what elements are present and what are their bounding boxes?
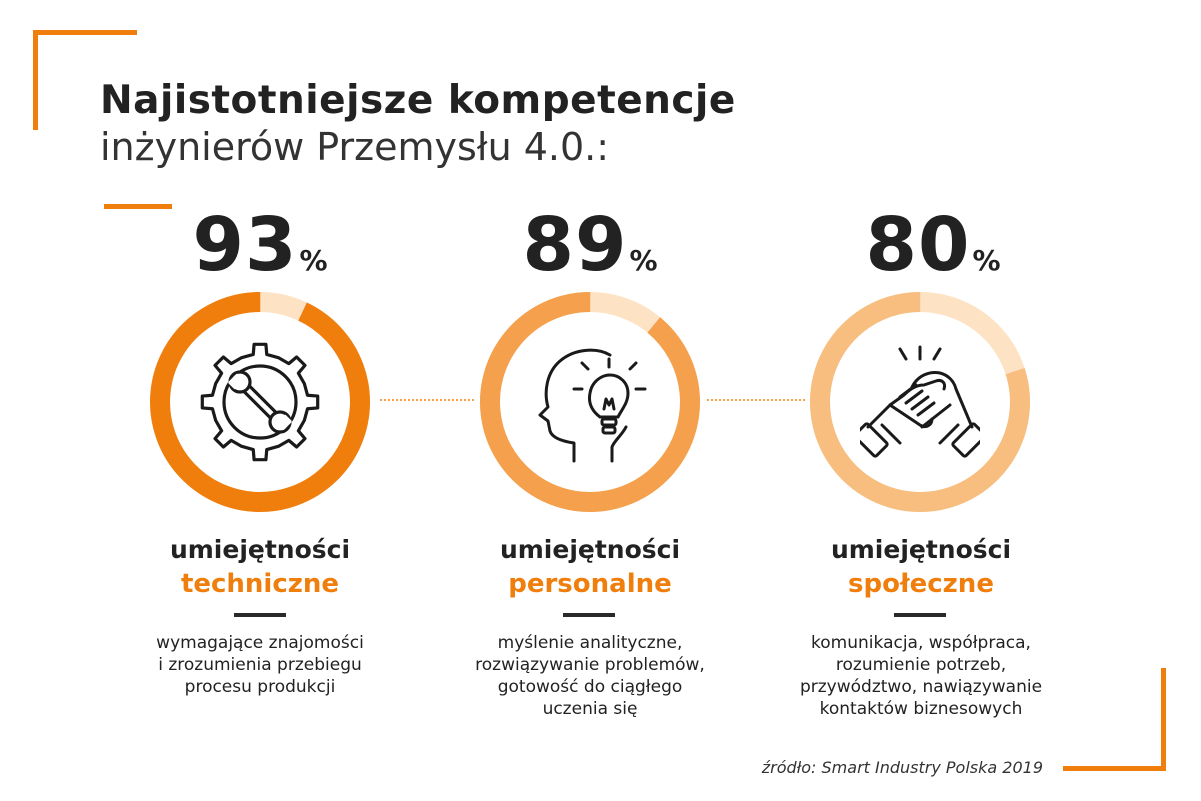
connector-dots (380, 399, 474, 401)
separator-bar (894, 613, 946, 617)
title-line1: Najistotniejsze kompetencje (100, 78, 736, 123)
separator-bar (563, 613, 615, 617)
head-lightbulb-icon (538, 348, 647, 463)
percent-value: 89 (522, 202, 628, 288)
label-line2: personalne (508, 569, 672, 599)
handshake-icon (860, 345, 980, 458)
label-line2: techniczne (180, 569, 340, 599)
donut-technical (150, 292, 370, 512)
description-line: i zrozumienia przebiegu (158, 655, 362, 675)
percent-value: 80 (865, 202, 971, 288)
label-technical: umiejętności techniczne (95, 533, 425, 601)
connector-dots (707, 399, 805, 401)
description-line: przywództwo, nawiązywanie (799, 677, 1043, 697)
description-social: komunikacja, współpraca, rozumienie potr… (756, 632, 1086, 720)
description-line: wymagające znajomości (156, 633, 364, 653)
frame-right-bar (1161, 668, 1166, 770)
label-line1: umiejętności (499, 535, 681, 564)
description-personal: myślenie analityczne, rozwiązywanie prob… (425, 632, 755, 720)
label-social: umiejętności społeczne (756, 533, 1086, 601)
percent-personal: 89% (425, 202, 755, 288)
percent-unit: % (972, 244, 1001, 277)
label-line1: umiejętności (830, 535, 1012, 564)
frame-bottom-bar (1063, 766, 1166, 771)
description-line: myślenie analityczne, (497, 633, 683, 653)
title-underline (104, 204, 172, 209)
separator-bar (234, 613, 286, 617)
percent-technical: 93% (95, 202, 425, 288)
description-technical: wymagające znajomości i zrozumienia prze… (95, 632, 425, 698)
percent-unit: % (299, 244, 328, 277)
description-line: gotowość do ciągłego (497, 677, 683, 697)
donut-social (810, 292, 1030, 512)
page-title: Najistotniejsze kompetencje inżynierów P… (100, 78, 736, 170)
title-line2: inżynierów Przemysłu 4.0.: (100, 125, 610, 169)
label-line1: umiejętności (169, 535, 351, 564)
label-line2: społeczne (848, 569, 994, 599)
percent-unit: % (629, 244, 658, 277)
percent-value: 93 (192, 202, 298, 288)
frame-top-bar (33, 30, 137, 35)
label-personal: umiejętności personalne (425, 533, 755, 601)
description-line: uczenia się (542, 699, 638, 719)
description-line: komunikacja, współpraca, (811, 633, 1031, 653)
description-line: kontaktów biznesowych (819, 699, 1023, 719)
frame-left-bar (33, 30, 38, 130)
donut-value-arc (810, 292, 1030, 512)
description-line: rozumienie potrzeb, (835, 655, 1007, 675)
description-line: procesu produkcji (184, 677, 336, 697)
description-line: rozwiązywanie problemów, (475, 655, 705, 675)
donut-personal (480, 292, 700, 512)
percent-social: 80% (768, 202, 1098, 288)
gear-wrench-icon (200, 342, 320, 462)
source-note: źródło: Smart Industry Polska 2019 (761, 758, 1043, 777)
